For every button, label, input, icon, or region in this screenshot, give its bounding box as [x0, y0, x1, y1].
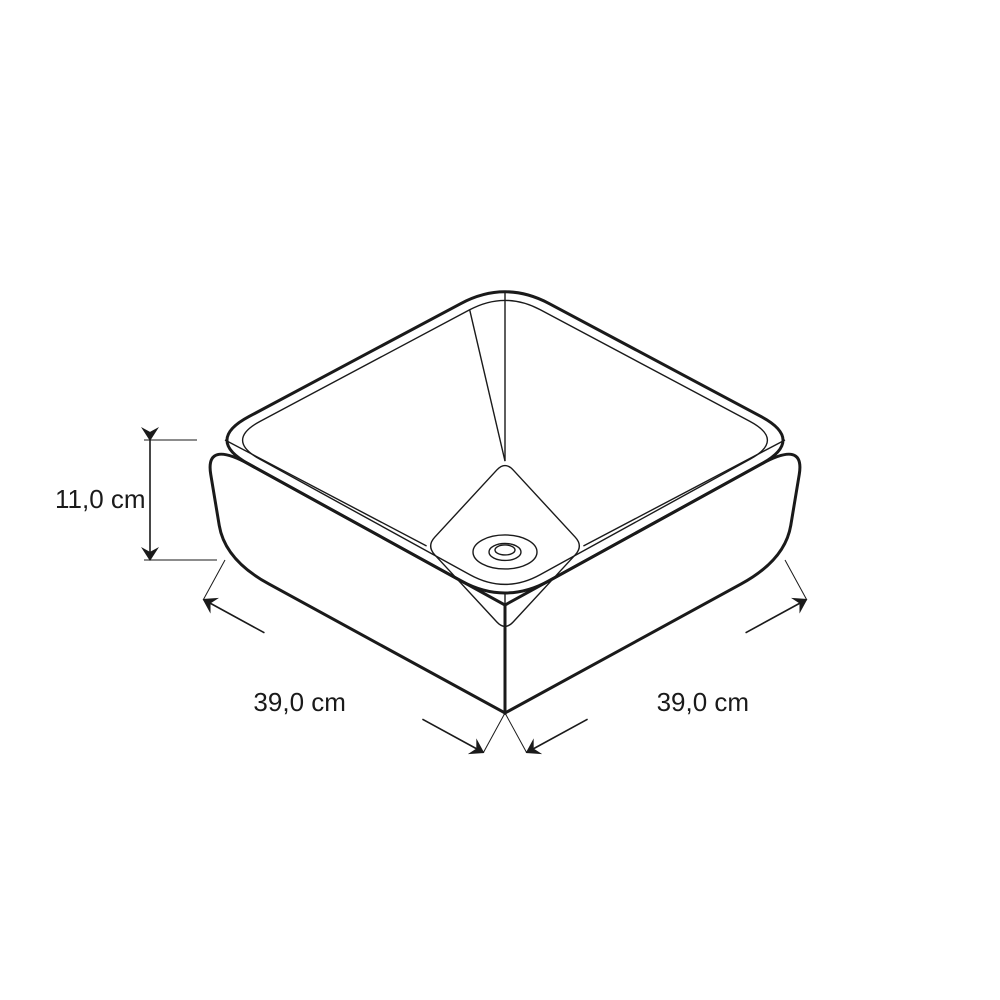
dim-line-width-right: [527, 719, 588, 752]
dim-ext: [785, 560, 807, 599]
dim-line-width-right: [746, 599, 807, 632]
basin-inner-edge: [583, 440, 785, 546]
drain-inner: [489, 543, 521, 560]
basin-inner-edge: [225, 440, 427, 546]
drain-outer: [473, 535, 537, 569]
basin-inner-edge: [470, 310, 505, 461]
drain-hole: [495, 545, 515, 555]
dim-line-width-left-label: 39,0 cm: [253, 687, 345, 717]
dim-line-width-left: [203, 599, 264, 632]
dim-label-height: 11,0 cm: [55, 484, 146, 514]
dim-ext: [203, 560, 225, 599]
dim-line-width-right-label: 39,0 cm: [657, 687, 750, 717]
dim-line-width-left: [422, 719, 483, 752]
dim-ext: [483, 713, 505, 752]
dimension-diagram: 11,0 cm 39,0 cm 39,0 cm: [0, 0, 1000, 1000]
dim-ext: [505, 713, 527, 752]
